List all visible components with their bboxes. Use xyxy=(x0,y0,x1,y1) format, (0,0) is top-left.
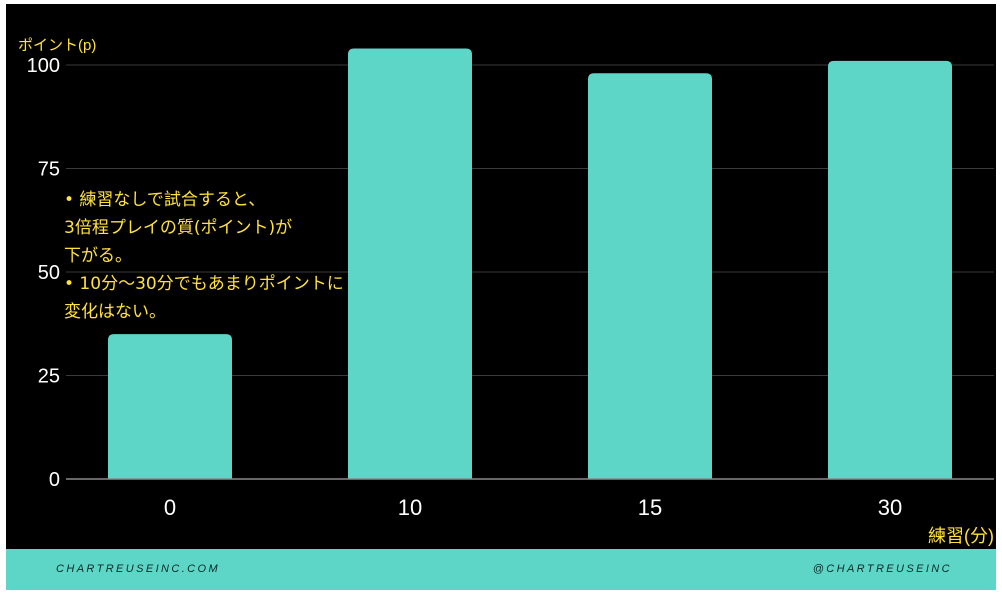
chart-frame: 0 25 50 75 100 0 10 15 30 ポイント(p) 練習(分) • 練習なしで… xyxy=(6,4,996,590)
bars xyxy=(108,48,952,480)
y-tick-labels: 0 25 50 75 100 xyxy=(27,55,60,491)
bar-chart: 0 25 50 75 100 0 10 15 30 ポイント(p) 練習(分) xyxy=(18,37,994,546)
y-tick-label: 50 xyxy=(38,262,60,284)
y-tick-label: 25 xyxy=(38,366,60,388)
y-tick-label: 100 xyxy=(27,55,60,77)
x-tick-label: 10 xyxy=(398,495,422,520)
x-tick-label: 30 xyxy=(878,495,902,520)
website-url: CHARTREUSEINC.COM xyxy=(56,563,221,575)
x-axis-label: 練習(分) xyxy=(928,526,994,546)
social-handle: @CHARTREUSEINC xyxy=(812,563,952,575)
x-tick-label: 0 xyxy=(164,495,176,520)
y-tick-label: 0 xyxy=(49,469,60,491)
y-axis-label: ポイント(p) xyxy=(18,37,96,54)
bar-10 xyxy=(348,48,472,479)
x-tick-labels: 0 10 15 30 xyxy=(164,495,902,520)
bar-15 xyxy=(588,73,712,479)
x-tick-label: 15 xyxy=(638,495,662,520)
bar-0 xyxy=(108,334,232,479)
footer-bar: CHARTREUSEINC.COM @CHARTREUSEINC xyxy=(6,549,996,590)
y-tick-label: 75 xyxy=(38,159,60,181)
bar-30 xyxy=(828,60,952,480)
chart-annotation: • 練習なしで試合すると、 3倍程プレイの質(ポイント)が 下がる。 • 10分… xyxy=(64,190,344,322)
